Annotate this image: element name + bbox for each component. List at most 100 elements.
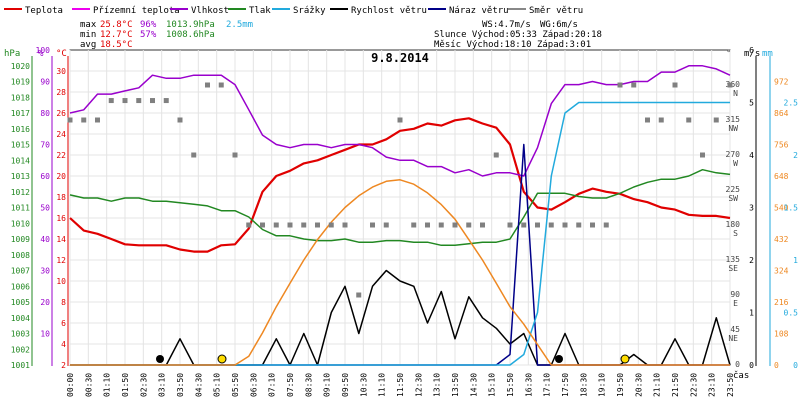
tick-label-solar: 864 xyxy=(774,109,789,118)
wind-direction-point xyxy=(218,82,224,88)
tick-label-time: 22:30 xyxy=(689,373,698,397)
moonrise-marker-icon xyxy=(555,355,563,363)
wind-direction-point xyxy=(480,222,485,228)
tick-label-time: 13:10 xyxy=(433,373,442,397)
tick-label-hpa: 1011 xyxy=(11,204,30,213)
tick-label-hpa: 1005 xyxy=(11,298,30,307)
wind-direction-point xyxy=(383,222,389,228)
tick-label-hpa: 1003 xyxy=(11,330,30,339)
tick-label-time: 11:10 xyxy=(378,373,387,397)
tick-label-hpa: 1013 xyxy=(11,172,30,181)
tick-label-time: 19:50 xyxy=(616,373,625,397)
stats-min-press: 1008.6hPa xyxy=(166,30,215,40)
tick-label-degc: 2 xyxy=(61,361,66,370)
stats-max-hum: 96% xyxy=(140,20,157,30)
tick-label-time: 00:00 xyxy=(66,373,75,397)
tick-label-mm: 0.5 xyxy=(784,309,799,318)
tick-label-ms: 0 xyxy=(749,361,754,370)
tick-label-degc: 30 xyxy=(56,67,66,76)
tick-label-time: 05:10 xyxy=(213,373,222,397)
tick-label-time: 07:10 xyxy=(268,373,277,397)
tick-label-time: 23:10 xyxy=(708,373,717,397)
wind-direction-point xyxy=(672,82,678,88)
tick-label-mm: 1.5 xyxy=(784,204,799,213)
wind-direction-point xyxy=(177,117,183,123)
tick-label-hpa: 1006 xyxy=(11,282,30,291)
tick-label-degc: 12 xyxy=(56,256,66,265)
tick-label-solar: 216 xyxy=(774,298,789,307)
tick-label-wdir-compass: N xyxy=(733,89,738,98)
tick-label-pct: 20 xyxy=(40,298,50,307)
tick-label-pct: 50 xyxy=(40,204,50,213)
wind-direction-point xyxy=(273,222,279,228)
tick-label-pct: 40 xyxy=(40,235,50,244)
tick-label-time: 13:50 xyxy=(451,373,460,397)
tick-label-time: 21:50 xyxy=(671,373,680,397)
wind-direction-point xyxy=(521,222,527,228)
wind-direction-point xyxy=(356,292,362,298)
info-sun: Slunce Východ:05:33 Západ:20:18 xyxy=(434,30,602,40)
tick-label-time: 15:10 xyxy=(488,373,497,397)
stats-max-temp: 25.8°C xyxy=(100,20,133,30)
wind-direction-point xyxy=(260,222,265,228)
legend: Teplota Přízemní teplota Vlhkost Tlak Sr… xyxy=(4,6,583,16)
wind-direction-point xyxy=(507,222,513,228)
wind-direction-point xyxy=(191,152,197,158)
tick-label-time: 01:50 xyxy=(121,373,130,397)
wind-direction-point xyxy=(645,117,650,123)
wind-direction-point xyxy=(246,222,252,228)
tick-label-time: 14:30 xyxy=(469,373,478,397)
tick-label-solar: 648 xyxy=(774,172,789,181)
tick-label-time: 11:50 xyxy=(396,373,405,397)
sunset-marker-icon xyxy=(620,354,630,364)
unit-time: čas xyxy=(733,370,749,381)
wind-direction-point xyxy=(95,117,100,123)
wind-direction-point xyxy=(122,98,128,104)
tick-label-mm: 1 xyxy=(793,256,798,265)
tick-label-time: 18:30 xyxy=(579,373,588,397)
tick-label-hpa: 1002 xyxy=(11,345,30,354)
tick-label-pct: 90 xyxy=(40,78,50,87)
stats-min-hum: 57% xyxy=(140,30,157,40)
legend-label-teplota: Teplota xyxy=(25,6,63,16)
wind-direction-point xyxy=(686,117,692,123)
wind-direction-point xyxy=(328,222,334,228)
tick-label-hpa: 1020 xyxy=(11,62,30,71)
wind-direction-point xyxy=(81,117,87,123)
tick-label-time: 01:10 xyxy=(103,373,112,397)
tick-label-hpa: 1001 xyxy=(11,361,30,370)
tick-label-time: 03:50 xyxy=(176,373,185,397)
legend-label-prizemni-teplota: Přízemní teplota xyxy=(93,6,180,16)
tick-label-wdir: 45 xyxy=(730,325,740,334)
tick-label-degc: 14 xyxy=(56,235,66,244)
tick-label-degc: 24 xyxy=(56,130,66,139)
wind-direction-point xyxy=(370,222,375,228)
wind-direction-point xyxy=(425,222,430,228)
tick-label-hpa: 1010 xyxy=(11,219,30,228)
tick-label-degc: 26 xyxy=(56,109,66,118)
tick-label-wdir: 225 xyxy=(726,185,741,194)
wind-direction-point xyxy=(163,98,169,104)
tick-label-wdir-compass: E xyxy=(733,299,738,308)
info-moon: Měsíc Východ:18:10 Západ:3:01 xyxy=(434,40,591,50)
tick-label-solar: 540 xyxy=(774,204,789,213)
tick-label-time: 16:30 xyxy=(524,373,533,397)
tick-label-hpa: 1015 xyxy=(11,141,30,150)
tick-label-ms: 5 xyxy=(749,99,754,108)
tick-label-hpa: 1014 xyxy=(11,156,30,165)
legend-label-naraz-vetru: Náraz větru xyxy=(449,6,509,16)
tick-label-ms: 2 xyxy=(749,256,754,265)
tick-label-pct: 70 xyxy=(40,141,50,150)
tick-label-pct: 10 xyxy=(40,330,50,339)
tick-label-degc: 4 xyxy=(61,340,66,349)
tick-label-hpa: 1019 xyxy=(11,78,30,87)
tick-label-wdir: 90 xyxy=(730,290,740,299)
tick-label-solar: 972 xyxy=(774,78,789,87)
series-line-slunecni-zareni xyxy=(70,179,730,366)
legend-label-vlhkost: Vlhkost xyxy=(191,6,229,16)
tick-label-pct: 80 xyxy=(40,109,50,118)
tick-label-hpa: 1009 xyxy=(11,235,30,244)
tick-label-hpa: 1017 xyxy=(11,109,30,118)
tick-label-ms: 3 xyxy=(749,204,754,213)
